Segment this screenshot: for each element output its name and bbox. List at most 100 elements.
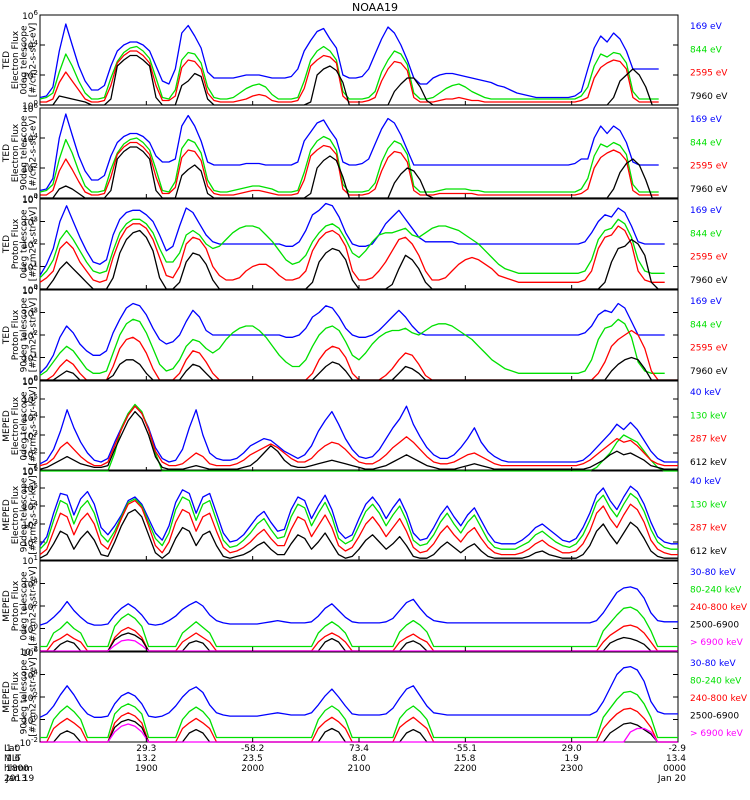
legend-entry: 2595 eV xyxy=(690,344,728,354)
x-tick-mlt: 1.6 xyxy=(6,754,21,764)
x-tick-hhmm: 1800 xyxy=(6,764,29,774)
legend-entry: 80-240 keV xyxy=(690,677,742,687)
legend-entry: 169 eV xyxy=(690,297,723,307)
y-tick-label: 105 xyxy=(22,393,38,406)
y-axis-label: MEPEDElectron Flux90deg telescope[#/cm2-… xyxy=(2,475,38,554)
legend-entry: 169 eV xyxy=(690,22,723,32)
y-tick-label: 10-2 xyxy=(20,736,38,749)
x-tick-mlt: 23.5 xyxy=(243,754,263,764)
legend-entry: 30-80 keV xyxy=(690,659,736,669)
y-tick-label: 105 xyxy=(22,482,38,495)
series-line-169-eV xyxy=(39,113,659,192)
x-tick-hhmm: 0000 xyxy=(663,764,686,774)
series-line-844-eV xyxy=(39,45,659,100)
y-tick-label: 106 xyxy=(22,464,38,477)
x-tick-lat: -58.2 xyxy=(241,744,264,754)
y-axis-label: TEDElectron Flux0deg telescope[#/cm2-s-s… xyxy=(2,23,38,98)
y-tick-label: 102 xyxy=(22,329,38,342)
y-tick-label: 101 xyxy=(22,261,38,274)
x-tick-mlt: 13.4 xyxy=(666,754,686,764)
x-tick-hhmm: 2200 xyxy=(454,764,477,774)
x-tick-mlt: 8.0 xyxy=(352,754,367,764)
y-tick-label: 104 xyxy=(22,578,38,591)
y-axis-label: TEDProton Flux0deg telescope[#/cm2-s-str… xyxy=(2,207,38,282)
legend-entry: 130 keV xyxy=(690,411,727,421)
legend-entry: 844 eV xyxy=(690,320,723,330)
y-tick-label: 106 xyxy=(22,102,38,115)
series-line-844-eV xyxy=(39,135,659,193)
panel-frame xyxy=(39,107,679,199)
legend-entry: 240-800 keV xyxy=(690,603,748,613)
x-tick-hhmm: 2000 xyxy=(241,764,264,774)
x-tick-date: Jan 19 xyxy=(5,774,34,784)
panel-frame xyxy=(39,469,679,561)
y-tick-label: 100 xyxy=(22,283,38,296)
y-tick-label: 102 xyxy=(22,600,38,613)
y-tick-label: 100 xyxy=(22,192,38,205)
x-tick-lat: 29.3 xyxy=(136,744,156,754)
y-tick-label: 102 xyxy=(22,691,38,704)
y-tick-label: 100 xyxy=(22,714,38,727)
y-tick-label: 103 xyxy=(22,518,38,531)
y-tick-label: 104 xyxy=(22,669,38,682)
panel-frame xyxy=(39,14,679,106)
legend-entry: 612 keV xyxy=(690,458,727,468)
x-tick-hhmm: 2300 xyxy=(560,764,583,774)
legend-entry: 7960 eV xyxy=(690,185,728,195)
y-axis-label: MEPEDElectron Flux0deg telescope[#/cm2-s… xyxy=(2,386,38,465)
panel-frame xyxy=(39,289,679,381)
y-tick-label: 102 xyxy=(22,162,38,175)
series-line-169-eV xyxy=(39,23,659,99)
y-tick-label: 102 xyxy=(22,238,38,251)
y-tick-label: 100 xyxy=(22,623,38,636)
x-tick-mlt: 1.9 xyxy=(565,754,580,764)
y-tick-label: 106 xyxy=(22,375,38,388)
series-line-7960-eV xyxy=(40,54,678,106)
y-tick-label: 10-2 xyxy=(20,645,38,658)
series-line-40-keV xyxy=(39,485,678,546)
legend-entry: 2595 eV xyxy=(690,69,728,79)
y-tick-label: 101 xyxy=(22,352,38,365)
x-row-label: 2013 xyxy=(4,774,27,784)
legend-entry: > 6900 keV xyxy=(690,729,744,739)
series-line-2595-eV xyxy=(40,141,659,196)
legend-entry: 7960 eV xyxy=(690,367,728,377)
y-tick-label: 104 xyxy=(22,411,38,424)
series-line-2595-eV xyxy=(40,50,659,103)
series-line-30-80-keV xyxy=(39,665,678,718)
x-tick-lat: 1.0 xyxy=(6,744,21,754)
series-line-130-keV xyxy=(39,492,678,550)
series-line-169-eV xyxy=(39,302,665,374)
series-line-40-keV xyxy=(39,405,678,465)
x-tick-lat: 73.4 xyxy=(349,744,369,754)
chart-title: NOAA19 xyxy=(352,1,398,14)
y-axis-label: TEDProton Flux90deg telescope[#/cm2-s-st… xyxy=(2,297,38,372)
y-tick-label: 104 xyxy=(22,500,38,513)
legend-entry: 169 eV xyxy=(690,115,723,125)
x-tick-date: Jan 20 xyxy=(657,774,686,784)
panel-frame xyxy=(39,198,679,290)
x-tick-lat: -2.9 xyxy=(668,744,686,754)
y-tick-label: 101 xyxy=(22,465,38,478)
legend-entry: > 6900 keV xyxy=(690,638,744,648)
y-tick-label: 101 xyxy=(22,554,38,567)
panel-frame xyxy=(39,380,679,472)
series-line-7960-eV xyxy=(40,146,678,199)
y-axis-label: TEDElectron Flux90deg telescope[#/cm2-s-… xyxy=(2,115,38,190)
legend-entry: 80-240 keV xyxy=(690,586,742,596)
y-tick-label: 100 xyxy=(22,374,38,387)
x-tick-mlt: 15.8 xyxy=(455,754,475,764)
y-tick-label: 102 xyxy=(22,447,38,460)
y-tick-label: 102 xyxy=(22,536,38,549)
series-line-844-eV xyxy=(39,318,665,377)
legend-entry: 2500-6900 xyxy=(690,712,739,722)
series-line-287-keV xyxy=(39,499,678,556)
